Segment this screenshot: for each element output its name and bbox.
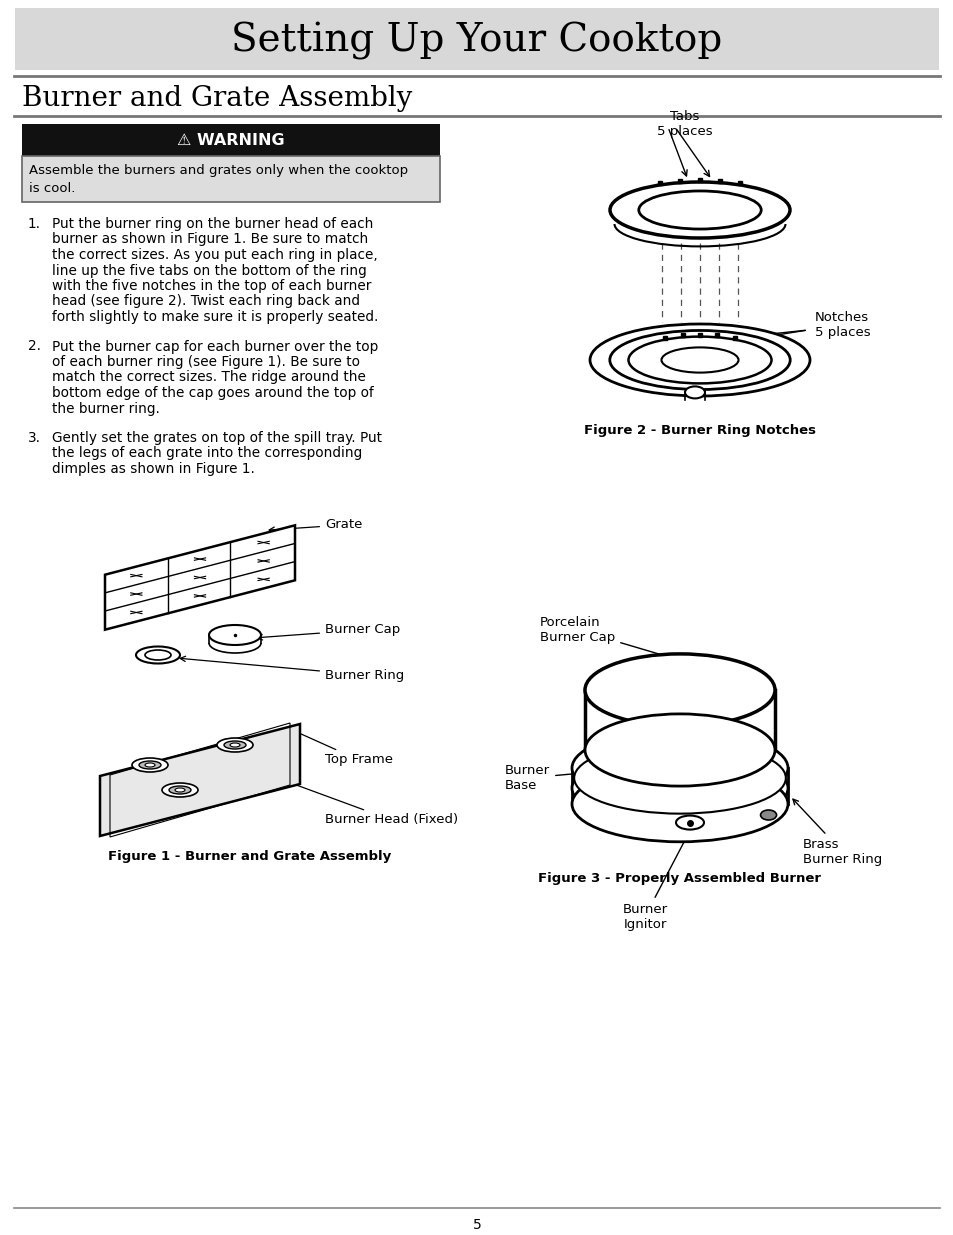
- Text: the correct sizes. As you put each ring in place,: the correct sizes. As you put each ring …: [52, 248, 377, 262]
- Ellipse shape: [572, 730, 787, 805]
- Text: Figure 3 - Properly Assembled Burner: Figure 3 - Properly Assembled Burner: [537, 872, 821, 884]
- Ellipse shape: [136, 646, 180, 663]
- Ellipse shape: [684, 387, 704, 399]
- Text: with the five notches in the top of each burner: with the five notches in the top of each…: [52, 279, 371, 293]
- Text: Top Frame: Top Frame: [294, 730, 393, 767]
- Ellipse shape: [572, 766, 787, 842]
- Bar: [22, 124, 439, 156]
- Ellipse shape: [639, 191, 760, 228]
- Text: Put the burner ring on the burner head of each: Put the burner ring on the burner head o…: [52, 217, 373, 231]
- Text: Porcelain
Burner Cap: Porcelain Burner Cap: [539, 616, 725, 674]
- Ellipse shape: [216, 739, 253, 752]
- Ellipse shape: [676, 815, 703, 830]
- Ellipse shape: [660, 347, 738, 373]
- Text: Burner
Ignitor: Burner Ignitor: [621, 835, 687, 930]
- Text: 5: 5: [472, 1218, 481, 1233]
- Polygon shape: [105, 525, 294, 630]
- Bar: [15, 7, 938, 70]
- Ellipse shape: [574, 742, 785, 814]
- Text: Burner Ring: Burner Ring: [180, 656, 404, 682]
- Text: Brass
Burner Ring: Brass Burner Ring: [792, 799, 882, 866]
- Ellipse shape: [584, 714, 774, 787]
- Ellipse shape: [589, 324, 809, 396]
- Text: Notches
5 places: Notches 5 places: [814, 311, 870, 338]
- Ellipse shape: [174, 788, 185, 792]
- Text: is cool.: is cool.: [29, 182, 75, 195]
- Ellipse shape: [139, 761, 161, 769]
- Polygon shape: [100, 724, 299, 836]
- Text: Burner and Grate Assembly: Burner and Grate Assembly: [22, 84, 412, 111]
- Ellipse shape: [760, 810, 776, 820]
- Ellipse shape: [145, 763, 154, 767]
- Text: of each burner ring (see Figure 1). Be sure to: of each burner ring (see Figure 1). Be s…: [52, 354, 359, 369]
- Text: Tabs
5 places: Tabs 5 places: [657, 110, 712, 138]
- Text: forth slightly to make sure it is properly seated.: forth slightly to make sure it is proper…: [52, 310, 378, 324]
- Ellipse shape: [209, 625, 261, 645]
- Text: Grate: Grate: [269, 519, 362, 532]
- Text: Assemble the burners and grates only when the cooktop: Assemble the burners and grates only whe…: [29, 164, 408, 177]
- Ellipse shape: [169, 785, 191, 794]
- Text: Figure 2 - Burner Ring Notches: Figure 2 - Burner Ring Notches: [583, 424, 815, 437]
- Text: 1.: 1.: [28, 217, 41, 231]
- Bar: [681, 818, 698, 827]
- Text: Burner
Base: Burner Base: [504, 764, 578, 792]
- Text: Put the burner cap for each burner over the top: Put the burner cap for each burner over …: [52, 340, 377, 353]
- Text: burner as shown in Figure 1. Be sure to match: burner as shown in Figure 1. Be sure to …: [52, 232, 368, 247]
- Ellipse shape: [132, 758, 168, 772]
- Text: the legs of each grate into the corresponding: the legs of each grate into the correspo…: [52, 447, 362, 461]
- Text: the burner ring.: the burner ring.: [52, 401, 160, 415]
- Ellipse shape: [145, 650, 171, 659]
- Ellipse shape: [609, 182, 789, 238]
- Text: head (see figure 2). Twist each ring back and: head (see figure 2). Twist each ring bac…: [52, 294, 359, 309]
- Text: Burner Head (Fixed): Burner Head (Fixed): [284, 779, 457, 826]
- Ellipse shape: [572, 750, 787, 826]
- Text: 2.: 2.: [28, 340, 41, 353]
- Ellipse shape: [224, 741, 246, 748]
- Text: Figure 1 - Burner and Grate Assembly: Figure 1 - Burner and Grate Assembly: [109, 850, 392, 863]
- Text: line up the five tabs on the bottom of the ring: line up the five tabs on the bottom of t…: [52, 263, 366, 278]
- Text: Gently set the grates on top of the spill tray. Put: Gently set the grates on top of the spil…: [52, 431, 381, 445]
- Text: match the correct sizes. The ridge around the: match the correct sizes. The ridge aroun…: [52, 370, 366, 384]
- Text: bottom edge of the cap goes around the top of: bottom edge of the cap goes around the t…: [52, 387, 374, 400]
- Text: dimples as shown in Figure 1.: dimples as shown in Figure 1.: [52, 462, 254, 475]
- Ellipse shape: [609, 331, 789, 389]
- Ellipse shape: [584, 653, 774, 726]
- Text: Setting Up Your Cooktop: Setting Up Your Cooktop: [232, 22, 721, 61]
- Text: 3.: 3.: [28, 431, 41, 445]
- Ellipse shape: [162, 783, 198, 797]
- Text: Burner Cap: Burner Cap: [257, 624, 400, 640]
- Text: ⚠ WARNING: ⚠ WARNING: [177, 132, 285, 147]
- Bar: [22, 156, 439, 203]
- Ellipse shape: [230, 743, 240, 747]
- Ellipse shape: [628, 337, 771, 383]
